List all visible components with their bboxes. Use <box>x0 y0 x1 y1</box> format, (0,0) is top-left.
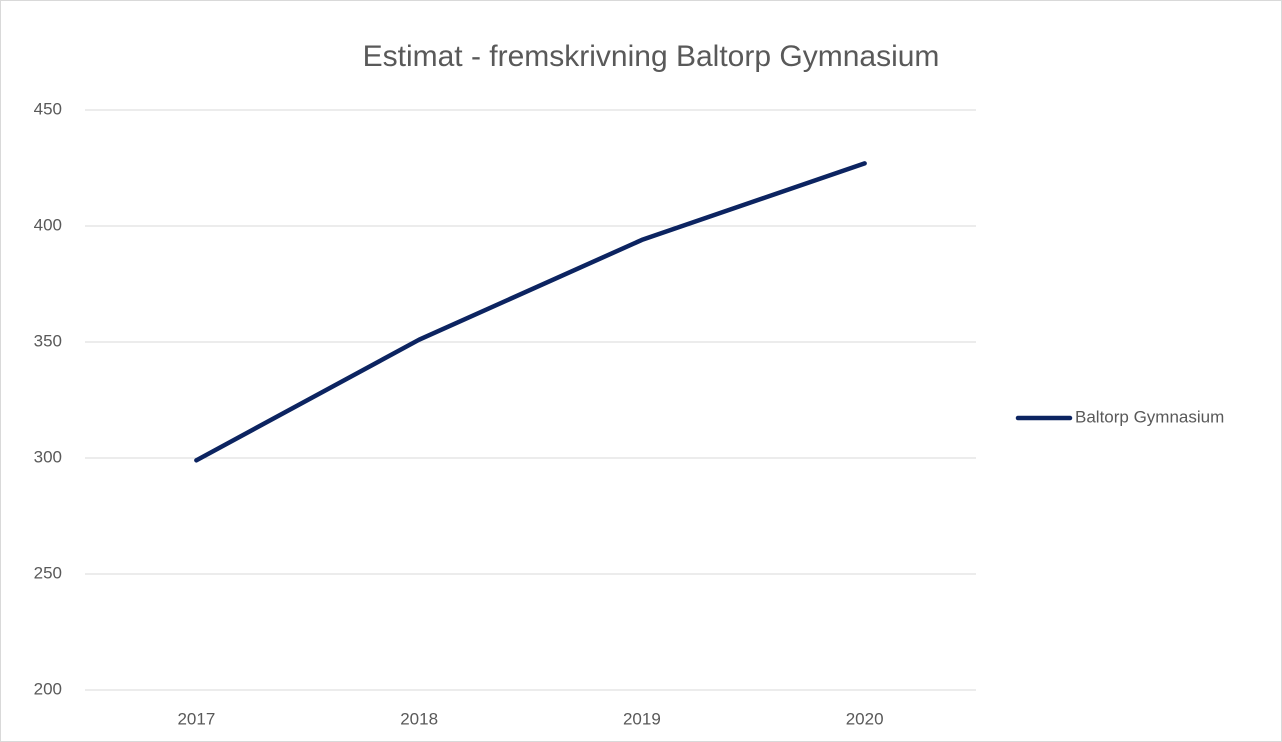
legend-label: Baltorp Gymnasium <box>1075 407 1224 426</box>
x-tick-label: 2020 <box>846 709 884 728</box>
y-tick-label: 250 <box>34 563 62 582</box>
y-tick-label: 300 <box>34 447 62 466</box>
x-tick-label: 2017 <box>177 709 215 728</box>
chart-title: Estimat - fremskrivning Baltorp Gymnasiu… <box>363 40 940 73</box>
y-tick-label: 350 <box>34 331 62 350</box>
x-tick-label: 2019 <box>623 709 661 728</box>
y-tick-label: 450 <box>34 99 62 118</box>
line-series <box>194 161 867 463</box>
y-tick-label: 200 <box>34 679 62 698</box>
x-tick-label: 2018 <box>400 709 438 728</box>
y-tick-label: 400 <box>34 215 62 234</box>
